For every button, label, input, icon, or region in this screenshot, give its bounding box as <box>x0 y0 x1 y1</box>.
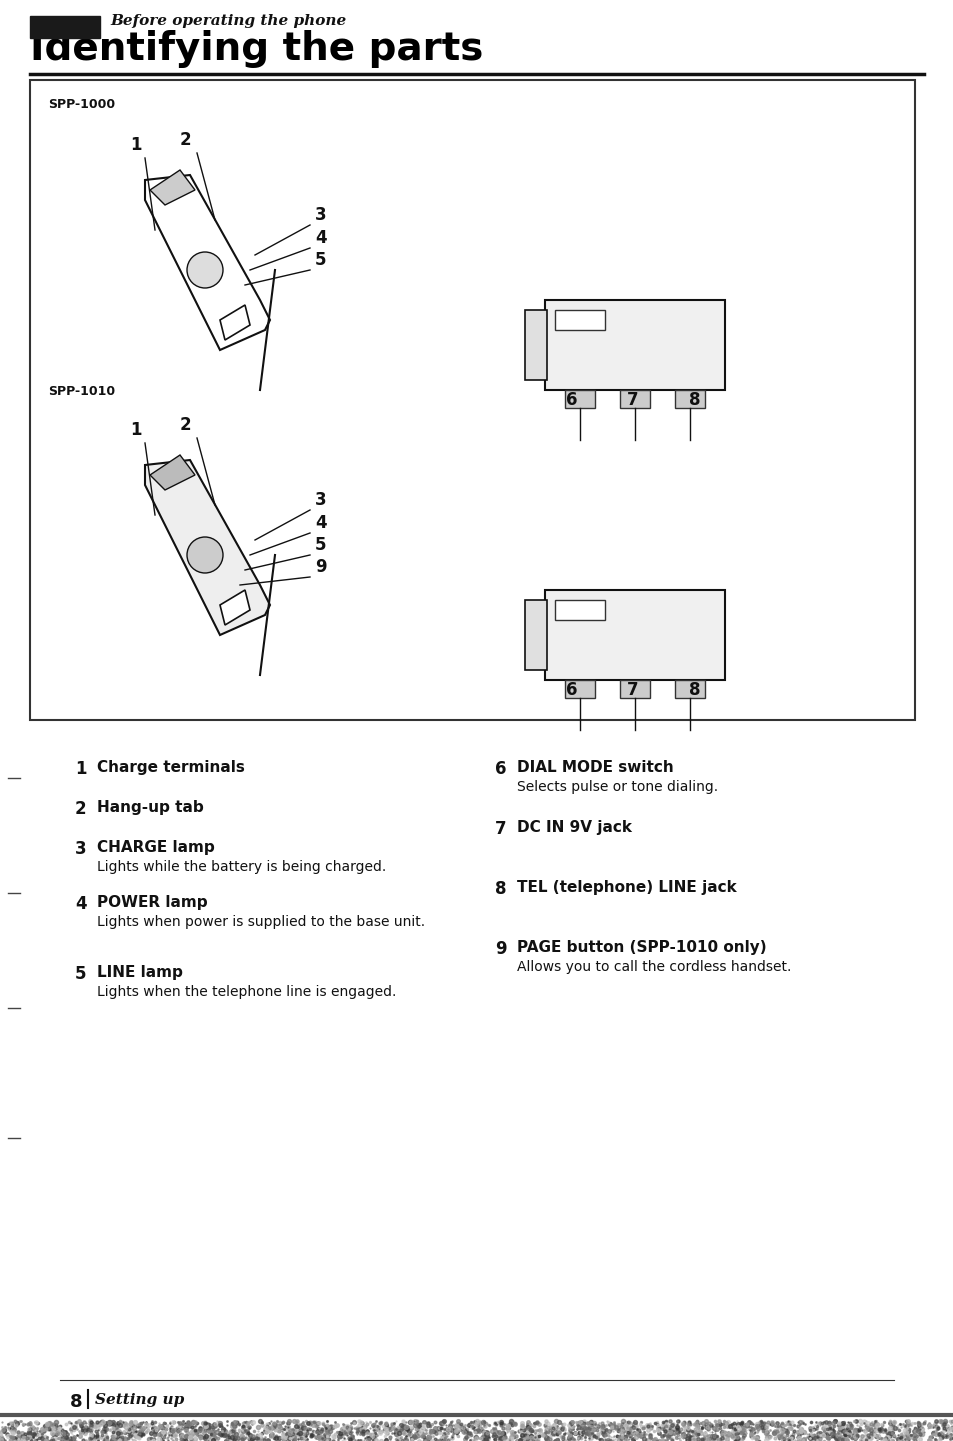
Text: Lights when the telephone line is engaged.: Lights when the telephone line is engage… <box>97 986 395 999</box>
Text: 6: 6 <box>495 759 506 778</box>
Polygon shape <box>145 174 270 350</box>
Text: 1: 1 <box>130 421 141 440</box>
Bar <box>619 680 649 697</box>
Text: Hang-up tab: Hang-up tab <box>97 800 204 816</box>
Bar <box>555 310 604 330</box>
Text: Before operating the phone: Before operating the phone <box>110 14 346 27</box>
Text: DC IN 9V jack: DC IN 9V jack <box>517 820 631 834</box>
Text: 1: 1 <box>130 135 141 154</box>
Text: 9: 9 <box>314 558 326 576</box>
Circle shape <box>187 252 223 288</box>
Polygon shape <box>220 589 250 625</box>
Text: 8: 8 <box>688 682 700 699</box>
Bar <box>564 391 595 408</box>
Bar <box>564 680 595 697</box>
Text: 8: 8 <box>495 880 506 898</box>
Text: 6: 6 <box>566 682 578 699</box>
Text: 6: 6 <box>566 391 578 409</box>
Text: Selects pulse or tone dialing.: Selects pulse or tone dialing. <box>517 780 718 794</box>
Bar <box>30 16 100 37</box>
Text: 8: 8 <box>70 1393 83 1411</box>
Text: 3: 3 <box>314 206 326 223</box>
Text: 4: 4 <box>314 514 326 532</box>
Text: 2: 2 <box>75 800 87 818</box>
Bar <box>675 391 704 408</box>
Polygon shape <box>220 305 250 340</box>
Text: Setting up: Setting up <box>95 1393 184 1406</box>
Text: TEL (telephone) LINE jack: TEL (telephone) LINE jack <box>517 880 736 895</box>
Text: 5: 5 <box>314 536 326 553</box>
Text: 3: 3 <box>314 491 326 509</box>
Text: 7: 7 <box>626 682 639 699</box>
Text: Lights when power is supplied to the base unit.: Lights when power is supplied to the bas… <box>97 915 425 929</box>
Text: 7: 7 <box>626 391 639 409</box>
Polygon shape <box>145 460 270 635</box>
Bar <box>524 599 546 670</box>
Text: Identifying the parts: Identifying the parts <box>30 30 483 68</box>
Text: CHARGE lamp: CHARGE lamp <box>97 840 214 855</box>
Bar <box>544 589 724 680</box>
Text: SPP-1010: SPP-1010 <box>48 385 115 398</box>
Text: PAGE button (SPP-1010 only): PAGE button (SPP-1010 only) <box>517 940 766 955</box>
Text: Charge terminals: Charge terminals <box>97 759 245 775</box>
Text: SPP-1000: SPP-1000 <box>48 98 115 111</box>
Polygon shape <box>150 170 194 205</box>
Bar <box>619 391 649 408</box>
Text: 7: 7 <box>495 820 506 839</box>
Bar <box>544 300 724 391</box>
Text: 3: 3 <box>75 840 87 857</box>
Text: 5: 5 <box>75 965 87 983</box>
Text: Lights while the battery is being charged.: Lights while the battery is being charge… <box>97 860 386 875</box>
Text: 8: 8 <box>688 391 700 409</box>
Text: 5: 5 <box>314 251 326 269</box>
Text: LINE lamp: LINE lamp <box>97 965 183 980</box>
Text: 2: 2 <box>180 416 192 434</box>
Bar <box>555 599 604 620</box>
Bar <box>524 310 546 380</box>
Text: POWER lamp: POWER lamp <box>97 895 208 911</box>
Text: Allows you to call the cordless handset.: Allows you to call the cordless handset. <box>517 960 791 974</box>
Text: 9: 9 <box>495 940 506 958</box>
Text: 4: 4 <box>75 895 87 914</box>
Bar <box>30 81 914 720</box>
Text: 1: 1 <box>75 759 87 778</box>
Text: 2: 2 <box>180 131 192 148</box>
Bar <box>675 680 704 697</box>
Circle shape <box>187 537 223 574</box>
Text: DIAL MODE switch: DIAL MODE switch <box>517 759 673 775</box>
Polygon shape <box>150 455 194 490</box>
Text: 4: 4 <box>314 229 326 246</box>
